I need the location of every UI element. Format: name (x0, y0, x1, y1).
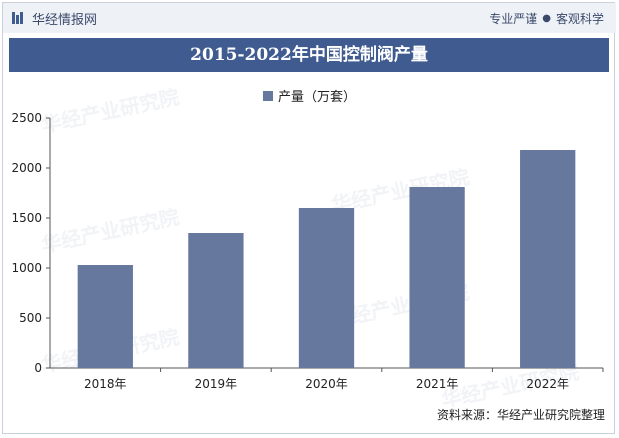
bar (520, 150, 576, 368)
legend-label: 产量（万套） (278, 90, 357, 105)
x-tick-label: 2022年 (526, 377, 569, 391)
legend: 产量（万套） (263, 86, 356, 105)
tagline: 专业严谨 ● 客观科学 (489, 10, 604, 27)
x-tick-label: 2018年 (84, 377, 127, 391)
x-tick-label: 2020年 (305, 377, 348, 391)
tagline-left: 专业严谨 (489, 12, 538, 26)
tagline-dot-icon: ● (542, 13, 551, 24)
y-tick-label: 2500 (11, 111, 42, 125)
bar (188, 233, 244, 368)
y-tick-label: 1500 (11, 211, 42, 225)
legend-swatch (263, 90, 273, 101)
logo-icon (12, 12, 23, 24)
y-tick-label: 1000 (11, 261, 42, 275)
bar (298, 208, 355, 368)
header-bar: 华经情报网 专业严谨 ● 客观科学 (3, 3, 616, 33)
y-tick-label: 0 (34, 361, 42, 375)
bar (409, 187, 465, 368)
x-tick-label: 2021年 (416, 377, 459, 391)
tagline-right: 客观科学 (555, 12, 604, 26)
title-bar: 2015-2022年中国控制阀产量 (9, 38, 609, 72)
y-tick-label: 2000 (11, 161, 42, 175)
logo-text: 华经情报网 (32, 13, 98, 28)
chart-title: 2015-2022年中国控制阀产量 (190, 45, 428, 65)
x-tick-label: 2019年 (195, 377, 238, 391)
bar (77, 265, 133, 368)
source-note: 资料来源：华经产业研究院整理 (436, 408, 605, 422)
y-tick-label: 500 (19, 311, 42, 325)
